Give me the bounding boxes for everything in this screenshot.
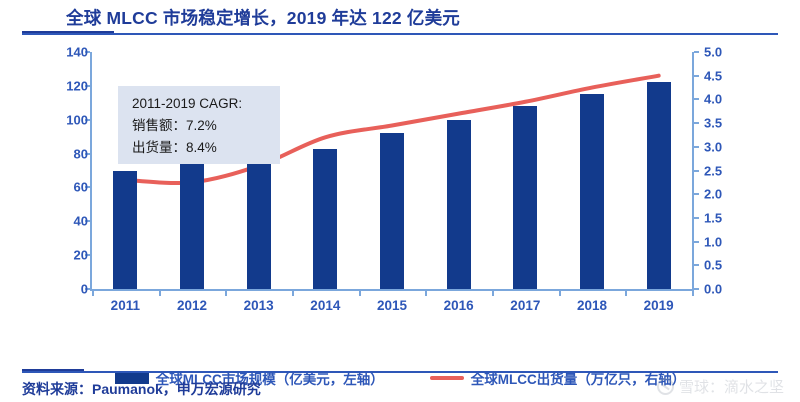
right-axis-label: 0.0 — [704, 281, 723, 297]
legend-label-market-size: 全球MLCC市场规模（亿美元，左轴） — [155, 372, 384, 387]
x-axis-label-2011: 2011 — [110, 298, 140, 313]
plot-area: 0 20 40 60 80 100 120 140 0.0 0.5 1.0 1.5 2.0 2.5 3.0 3… — [66, 45, 722, 314]
legend-item-shipments: 全球MLCC出货量（万亿只，右轴） — [429, 368, 686, 388]
left-axis-tick — [85, 288, 90, 290]
bottom-axis-line — [90, 289, 694, 291]
right-axis-tick — [694, 169, 699, 172]
right-axis-line — [692, 52, 694, 290]
left-axis-tick — [85, 51, 90, 53]
right-axis-tick — [694, 216, 699, 219]
bar-2012 — [180, 156, 204, 289]
right-axis-tick — [694, 288, 699, 290]
x-axis-label-2019: 2019 — [643, 298, 674, 313]
right-axis-tick — [694, 193, 699, 196]
right-axis-tick — [694, 240, 699, 243]
xueqiu-logo-icon — [656, 378, 674, 395]
bar-2019 — [646, 82, 671, 289]
right-axis-label: 4.0 — [704, 91, 723, 107]
right-axis-label: 5.0 — [704, 44, 723, 60]
footer-rule-accent — [22, 369, 84, 373]
page-title: 全球 MLCC 市场稳定增长，2019 年达 122 亿美元 — [66, 8, 460, 28]
x-axis-tick — [92, 291, 94, 296]
bar-2011 — [113, 170, 138, 289]
x-axis-tick — [225, 291, 228, 296]
title-rule-line — [22, 33, 778, 35]
right-axis-label: 1.5 — [704, 210, 723, 226]
left-axis-label: 140 — [66, 44, 88, 60]
x-axis-tick — [492, 291, 494, 296]
x-axis-tick — [358, 291, 361, 296]
right-axis-tick — [694, 264, 699, 267]
right-axis-label: 0.5 — [704, 257, 723, 273]
right-axis-tick — [694, 74, 699, 77]
left-axis-tick — [85, 152, 90, 155]
x-axis-tick — [158, 291, 161, 296]
bar-2013 — [246, 150, 271, 289]
x-axis-tick — [558, 291, 561, 296]
left-axis-label: 40 — [73, 213, 88, 229]
cagr-sales: 销售额：7.2% — [132, 118, 217, 133]
bar-2017 — [513, 106, 538, 289]
right-axis-label: 3.5 — [704, 115, 723, 131]
left-axis-tick — [85, 84, 90, 87]
cagr-annotation-box: 2011-2019 CAGR: 销售额：7.2% 出货量：8.4% — [118, 86, 280, 164]
x-axis-label-2018: 2018 — [576, 298, 608, 313]
bar-2014 — [313, 148, 338, 289]
bar-2016 — [446, 119, 471, 289]
left-axis-label: 80 — [73, 146, 88, 162]
right-axis-label: 1.0 — [704, 234, 723, 250]
x-axis-label-2016: 2016 — [443, 298, 474, 313]
left-axis-tick — [85, 254, 90, 257]
x-axis-tick — [292, 291, 294, 296]
x-axis-tick — [425, 291, 428, 296]
legend-item-market-size: 全球MLCC市场规模（亿美元，左轴） — [114, 368, 384, 388]
x-axis-label-2017: 2017 — [510, 298, 541, 313]
bar-2018 — [580, 94, 604, 289]
x-axis-label-2014: 2014 — [310, 298, 341, 313]
watermark-text: 雪球：滴水之坚 — [678, 379, 784, 396]
legend-bar-swatch-icon — [114, 372, 149, 384]
left-axis-tick — [85, 118, 90, 121]
chart-legend: 全球MLCC市场规模（亿美元，左轴） 全球MLCC出货量（万亿只，右轴） — [0, 368, 800, 388]
right-axis-label: 4.5 — [704, 68, 723, 84]
x-axis-tick — [625, 291, 628, 296]
right-axis-tick — [694, 51, 699, 53]
right-axis-label: 2.0 — [704, 186, 723, 202]
line-series-shipments — [123, 73, 661, 186]
left-axis-tick — [85, 220, 90, 223]
left-axis-label: 0 — [80, 281, 88, 297]
left-axis-line — [90, 52, 92, 290]
x-axis-tick — [692, 291, 694, 296]
footer-rule-line — [22, 371, 778, 373]
right-axis-tick — [694, 145, 699, 148]
left-axis-tick — [85, 186, 90, 189]
left-axis-label: 120 — [66, 78, 88, 94]
x-axis-label-2013: 2013 — [243, 298, 274, 313]
x-axis-label-2012: 2012 — [176, 298, 208, 313]
watermark: 雪球：滴水之坚 — [656, 376, 784, 397]
source-note: 资料来源：Paumanok，申万宏源研究 — [22, 381, 261, 397]
left-axis-label: 60 — [73, 179, 88, 195]
right-axis-tick — [694, 98, 699, 101]
cagr-shipments: 出货量：8.4% — [132, 140, 217, 155]
right-axis-label: 2.5 — [704, 163, 723, 178]
bar-2015 — [380, 133, 404, 289]
left-axis-label: 100 — [66, 112, 88, 128]
title-block: 全球 MLCC 市场稳定增长，2019 年达 122 亿美元 — [0, 0, 800, 36]
right-axis-tick — [694, 122, 699, 125]
chart-area: 0 20 40 60 80 100 120 140 0.0 0.5 1.0 1.5 2.0 2.5 3.0 3… — [0, 38, 800, 388]
right-axis-label: 3.0 — [704, 139, 723, 155]
left-axis-label: 20 — [73, 247, 88, 263]
legend-line-swatch-icon — [429, 376, 464, 380]
legend-label-shipments: 全球MLCC出货量（万亿只，右轴） — [470, 372, 686, 387]
cagr-title: 2011-2019 CAGR: — [132, 96, 243, 111]
x-axis-label-2015: 2015 — [376, 298, 408, 313]
